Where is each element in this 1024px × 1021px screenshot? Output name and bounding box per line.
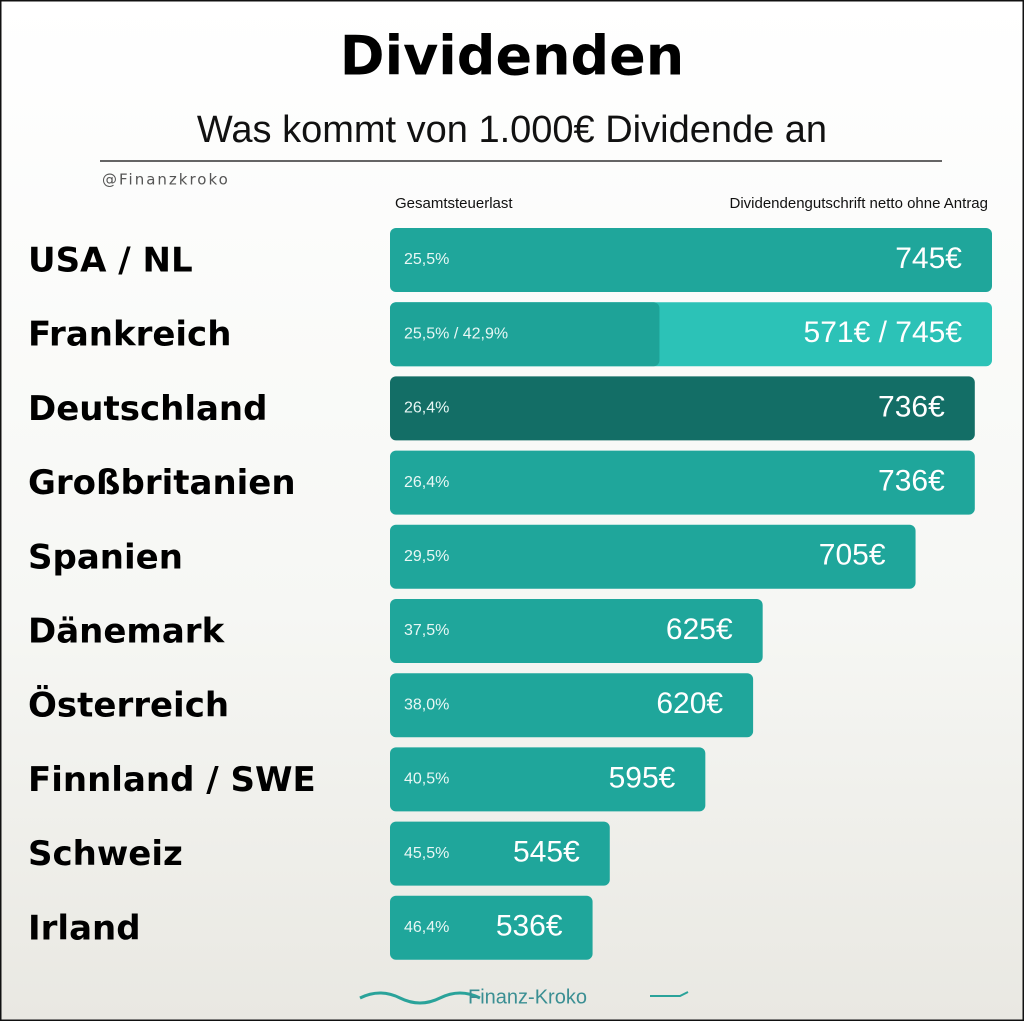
tax-label: 45,5% xyxy=(404,845,449,862)
category-label: Großbritanien xyxy=(28,463,296,503)
tax-label: 38,0% xyxy=(404,696,449,713)
bar xyxy=(390,895,593,960)
bar-segment xyxy=(390,302,660,367)
title: Dividenden xyxy=(340,25,685,88)
bar xyxy=(390,524,916,589)
subtitle: Was kommt von 1.000€ Dividende an xyxy=(197,109,827,151)
tax-label: 25,5% / 42,9% xyxy=(404,325,508,342)
category-label: Schweiz xyxy=(28,834,183,874)
bar xyxy=(390,450,975,515)
tax-label: 29,5% xyxy=(404,548,449,565)
value-label: 745€ xyxy=(895,242,962,275)
logo-icon xyxy=(359,991,481,1005)
tax-label: 26,4% xyxy=(404,474,449,491)
category-label: Deutschland xyxy=(28,389,267,429)
value-label: 625€ xyxy=(666,613,733,646)
logo-icon xyxy=(650,991,689,997)
value-label: 705€ xyxy=(819,539,886,572)
bar xyxy=(390,747,706,812)
logo: Finanz-Kroko xyxy=(468,986,587,1008)
category-label: Österreich xyxy=(28,685,229,726)
category-label: USA / NL xyxy=(28,241,193,281)
category-label: Finnland / SWE xyxy=(28,760,316,800)
column-header: Dividendengutschrift netto ohne Antrag xyxy=(729,195,988,212)
column-header: Gesamtsteuerlast xyxy=(395,195,513,212)
category-label: Irland xyxy=(28,908,141,948)
bar xyxy=(390,228,992,292)
bar xyxy=(390,673,754,738)
value-label: 536€ xyxy=(496,910,563,943)
category-label: Spanien xyxy=(28,537,183,577)
value-label: 620€ xyxy=(656,687,723,720)
value-label: 545€ xyxy=(513,836,580,869)
handle: @Finanzkroko xyxy=(102,171,230,189)
category-label: Dänemark xyxy=(28,612,226,652)
tax-label: 26,4% xyxy=(404,400,449,417)
bar xyxy=(390,821,610,886)
tax-label: 25,5% xyxy=(404,251,449,268)
tax-label: 46,4% xyxy=(404,919,449,936)
category-label: Frankreich xyxy=(28,315,231,355)
tax-label: 40,5% xyxy=(404,771,449,788)
value-label: 595€ xyxy=(609,761,676,794)
value-label: 736€ xyxy=(878,465,945,498)
tax-label: 37,5% xyxy=(404,622,449,639)
value-label: 736€ xyxy=(878,390,945,423)
value-label: 571€ / 745€ xyxy=(804,316,963,349)
bar xyxy=(390,376,975,441)
bar xyxy=(390,599,763,663)
